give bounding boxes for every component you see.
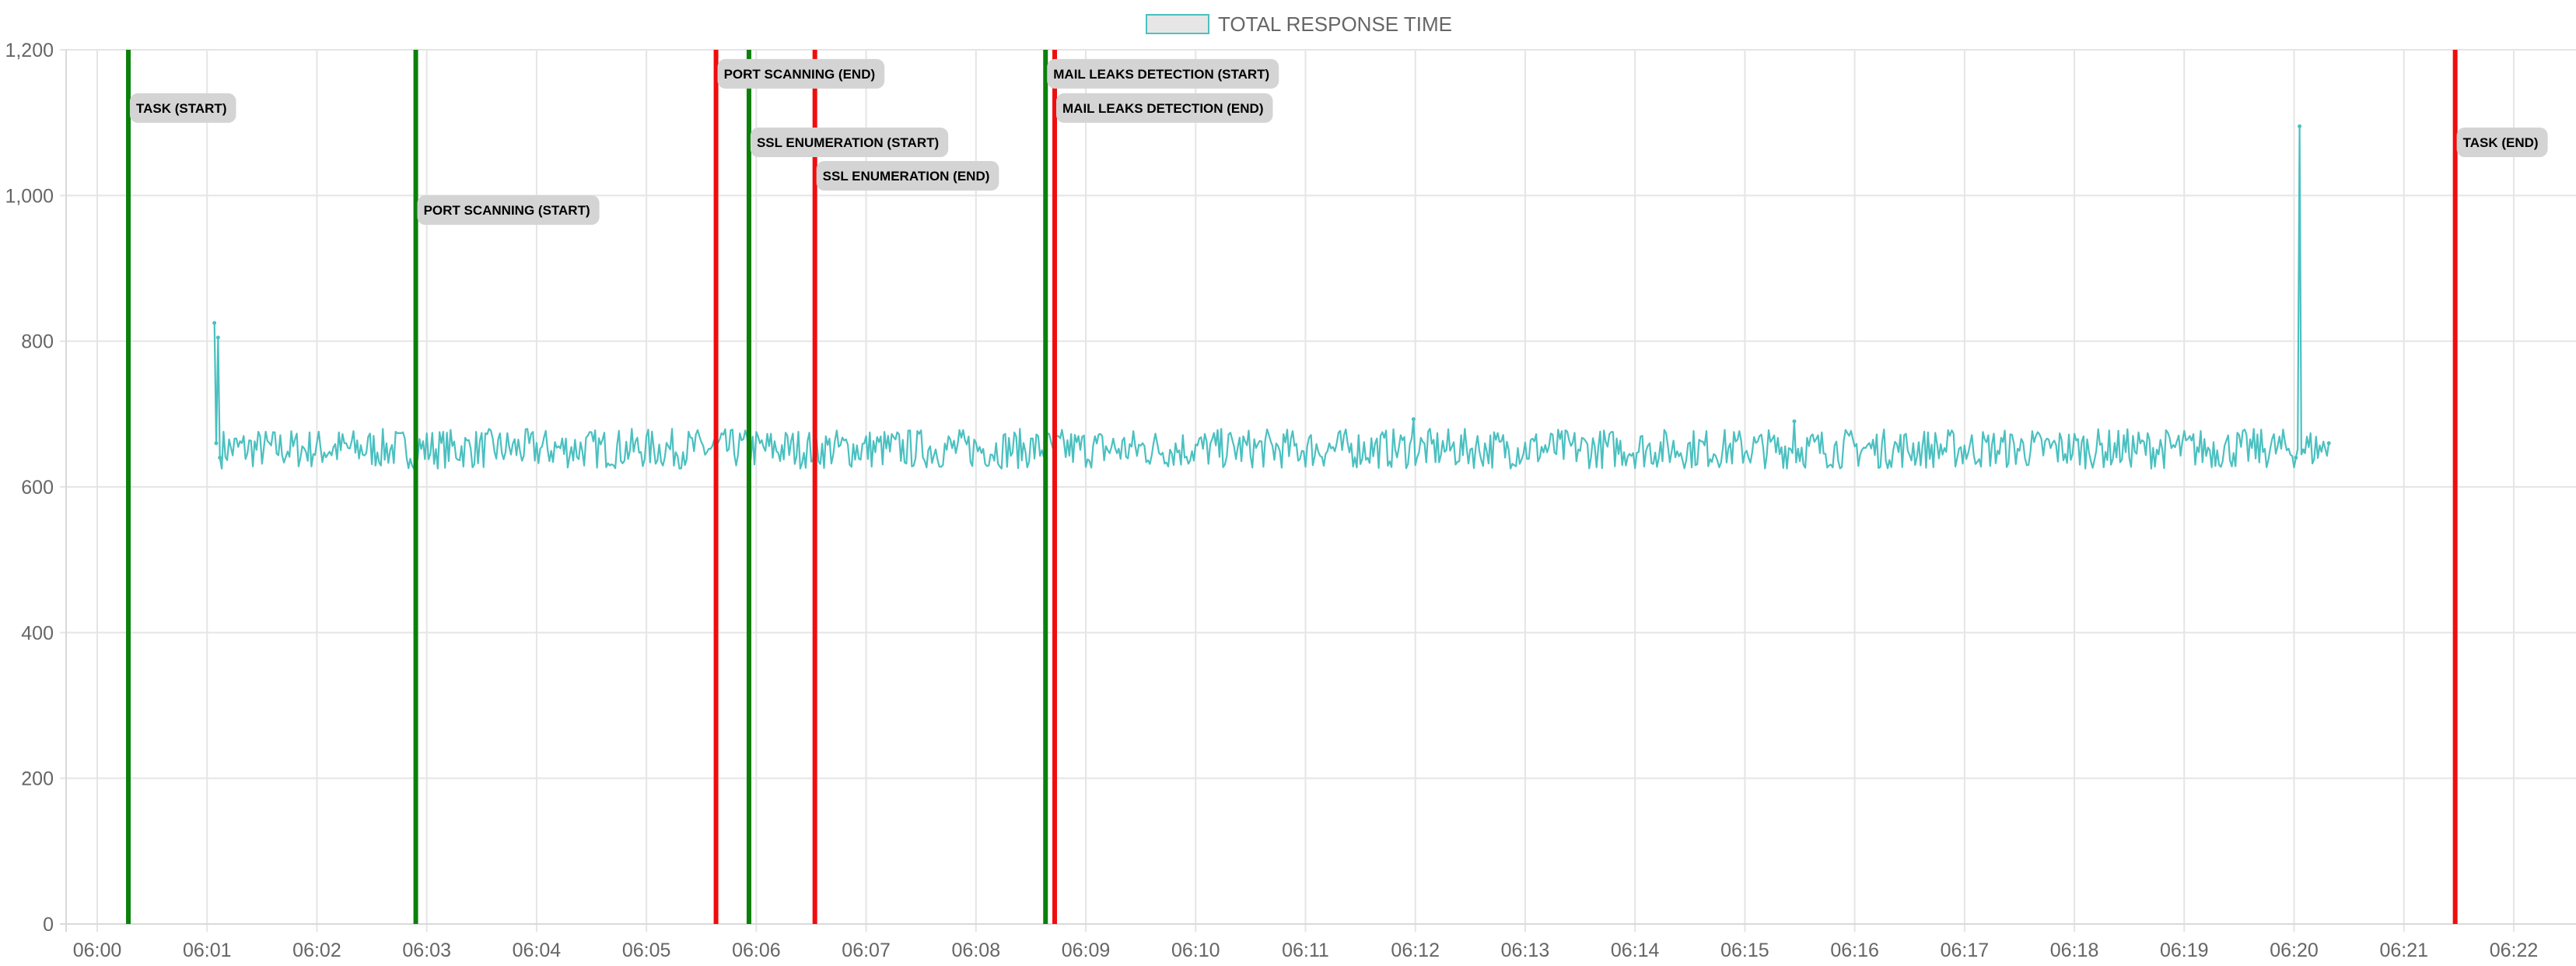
event-annotation-box: [750, 127, 949, 157]
x-tick-label: 06:06: [732, 940, 781, 961]
legend-swatch[interactable]: [1146, 14, 1209, 34]
x-tick-label: 06:20: [2270, 940, 2319, 961]
x-tick-label: 06:13: [1501, 940, 1550, 961]
data-point: [1792, 419, 1797, 424]
series-layer: [212, 124, 2331, 470]
event-annotation-label: TASK (START): [136, 101, 226, 116]
x-tick-label: 06:17: [1941, 940, 1990, 961]
data-point: [218, 456, 222, 460]
x-tick-label: 06:02: [292, 940, 341, 961]
event-annotation: MAIL LEAKS DETECTION (START): [1047, 58, 1279, 89]
y-tick-label: 200: [21, 768, 54, 790]
gridlines: [60, 49, 2576, 932]
event-annotation-box: [417, 195, 600, 226]
y-tick-label: 400: [21, 622, 54, 644]
data-point: [214, 441, 219, 446]
y-tick-label: 0: [43, 914, 54, 936]
event-annotation-label: TASK (END): [2463, 135, 2539, 150]
x-tick-label: 06:03: [402, 940, 451, 961]
event-annotations: TASK (START) PORT SCANNING (START) PORT SC…: [130, 58, 2548, 226]
event-annotation-box: [2456, 127, 2548, 157]
event-annotation: MAIL LEAKS DETECTION (END): [1056, 93, 1273, 123]
event-annotation-label: SSL ENUMERATION (START): [757, 135, 939, 150]
x-tick-label: 06:05: [622, 940, 671, 961]
event-annotation-label: PORT SCANNING (START): [424, 203, 590, 218]
data-point: [1411, 417, 1416, 422]
x-tick-label: 06:08: [952, 940, 1001, 961]
event-annotation: PORT SCANNING (END): [717, 58, 885, 89]
data-point: [2298, 124, 2302, 128]
x-tick-label: 06:09: [1062, 940, 1111, 961]
data-point: [2294, 456, 2298, 460]
y-tick-label: 600: [21, 477, 54, 499]
x-tick-label: 06:12: [1391, 940, 1440, 961]
x-tick-label: 06:19: [2160, 940, 2209, 961]
legend-label[interactable]: TOTAL RESPONSE TIME: [1218, 12, 1452, 36]
event-annotation-box: [816, 161, 999, 191]
y-tick-label: 800: [21, 331, 54, 353]
y-tick-label: 1,000: [5, 185, 54, 207]
x-tick-label: 06:21: [2379, 940, 2428, 961]
data-point: [2326, 441, 2331, 446]
event-annotation-box: [1047, 58, 1279, 89]
x-tick-label: 06:10: [1171, 940, 1220, 961]
x-tick-label: 06:22: [2490, 940, 2539, 961]
data-point: [212, 320, 217, 325]
event-markers: [126, 50, 2458, 924]
event-annotation-label: MAIL LEAKS DETECTION (START): [1053, 67, 1269, 82]
event-annotation-box: [130, 93, 236, 123]
event-annotation: TASK (START): [130, 93, 236, 123]
x-tick-label: 06:07: [842, 940, 891, 961]
legend[interactable]: TOTAL RESPONSE TIME: [1146, 12, 1452, 36]
x-tick-label: 06:01: [183, 940, 232, 961]
response-time-line: [213, 125, 2330, 470]
event-annotation: TASK (END): [2456, 127, 2548, 157]
x-tick-label: 06:11: [1282, 940, 1329, 961]
data-point: [215, 335, 220, 340]
event-annotation-label: MAIL LEAKS DETECTION (END): [1062, 101, 1263, 116]
x-tick-label: 06:04: [513, 940, 562, 961]
x-tick-label: 06:14: [1611, 940, 1660, 961]
x-tick-label: 06:15: [1720, 940, 1769, 961]
x-tick-label: 06:18: [2050, 940, 2099, 961]
event-annotation: SSL ENUMERATION (START): [750, 127, 949, 157]
event-annotation: SSL ENUMERATION (END): [816, 161, 999, 191]
event-annotation-label: SSL ENUMERATION (END): [823, 169, 990, 184]
x-tick-label: 06:16: [1830, 940, 1879, 961]
event-annotation-box: [1056, 93, 1273, 123]
y-tick-label: 1,200: [5, 40, 54, 61]
data-point: [2301, 448, 2305, 453]
x-tick-label: 06:00: [73, 940, 122, 961]
event-annotation-label: PORT SCANNING (END): [724, 67, 876, 82]
event-annotation: PORT SCANNING (START): [417, 195, 600, 226]
event-annotation-box: [717, 58, 885, 89]
axes: 0 200 400 600 800 1,000 1,200 06:00 06:01 06:02 06…: [5, 40, 2576, 961]
